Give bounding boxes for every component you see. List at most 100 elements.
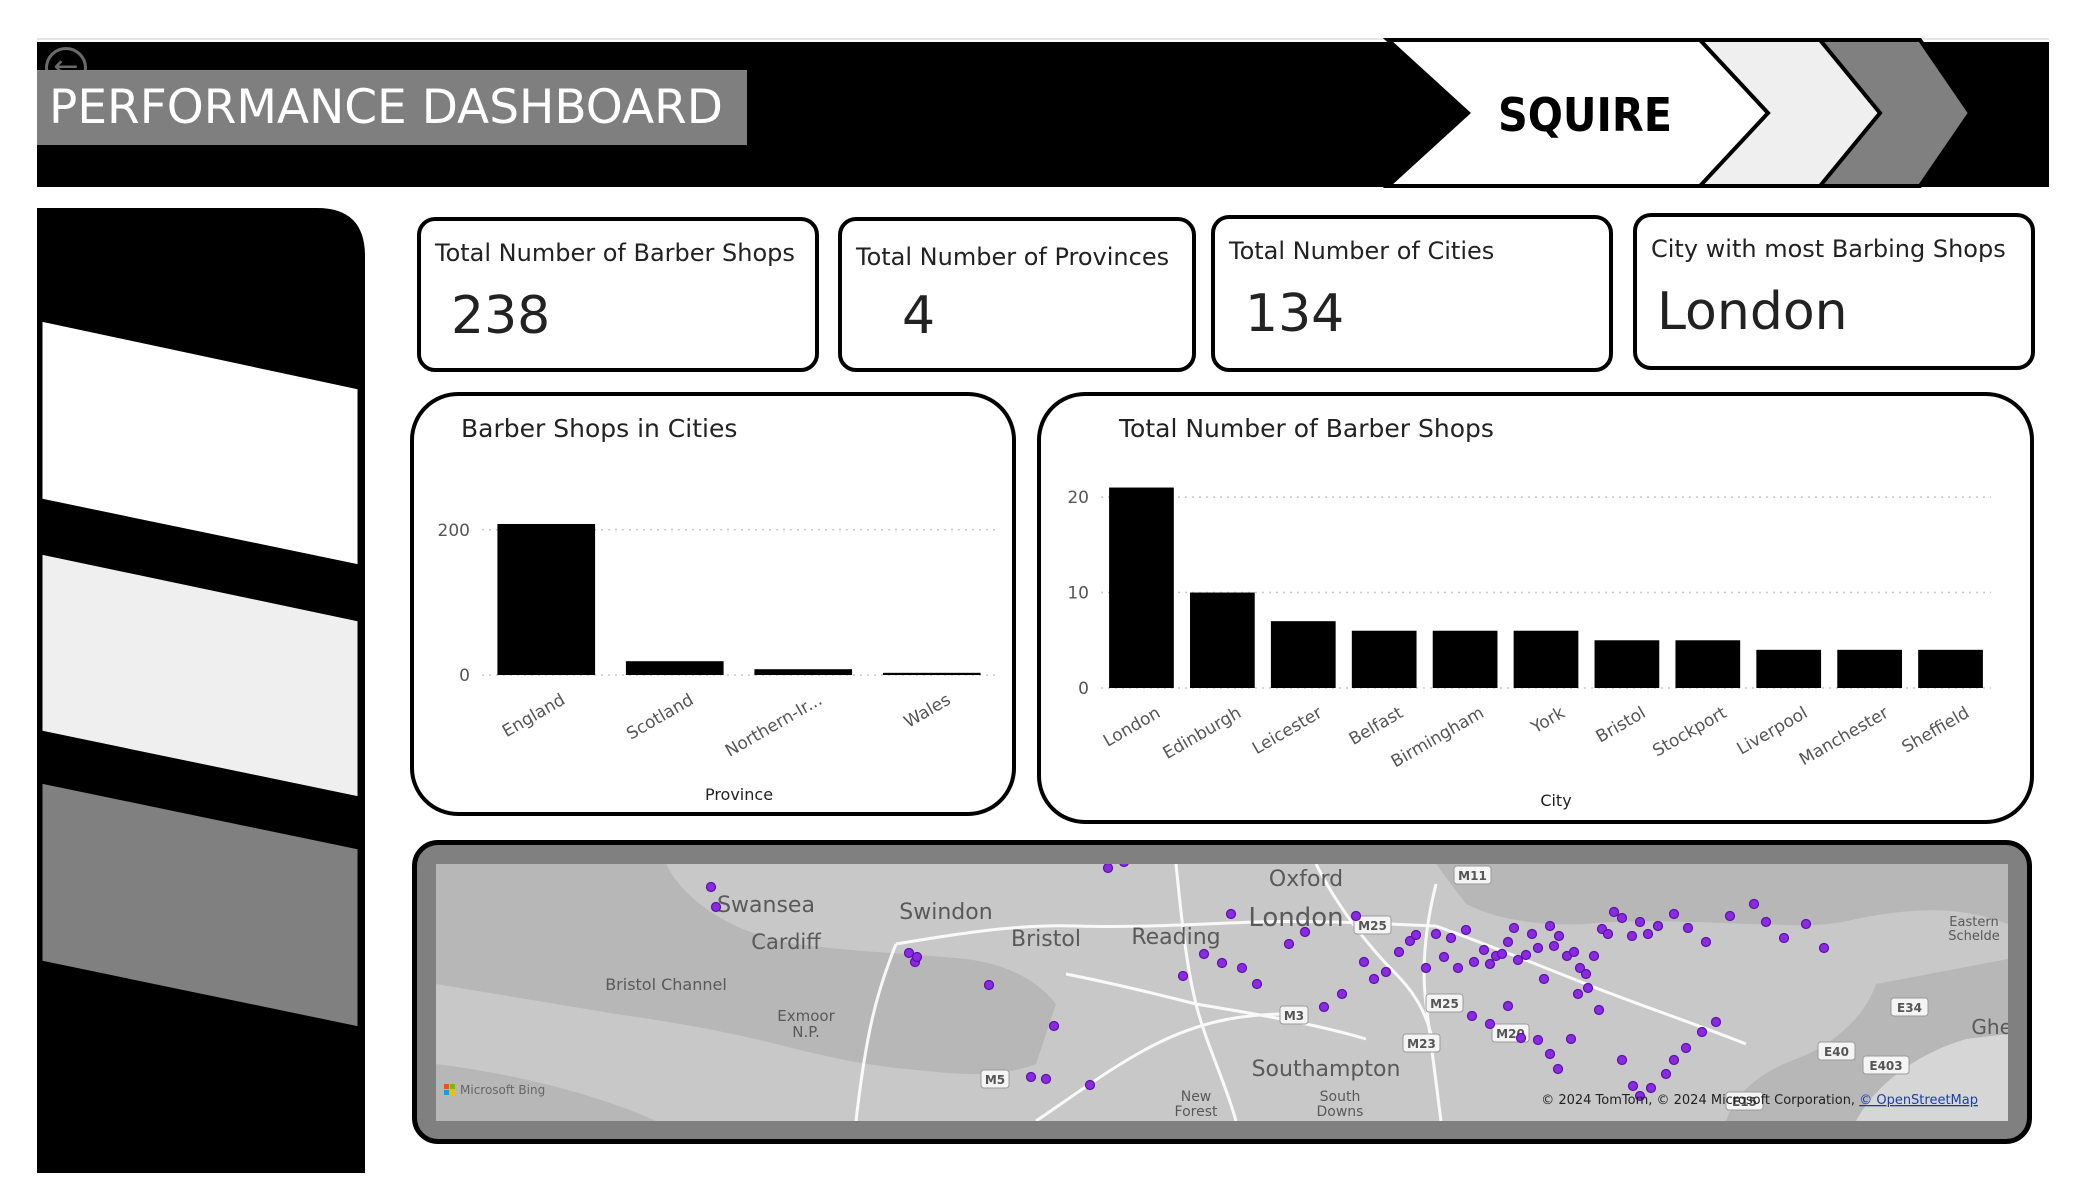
page-title: PERFORMANCE DASHBOARD [37,70,747,145]
bar-wales [882,672,981,675]
barber-shop-marker [1478,944,1490,956]
chevron-white [1382,38,1771,188]
kpi-card-provinces: Total Number of Provinces 4 [838,217,1196,372]
bar-sheffield [1918,649,1983,688]
road-shield [1862,1055,1910,1075]
road-shield [1425,993,1464,1013]
barber-shop-marker [1700,936,1712,948]
barber-shop-marker [1580,968,1592,980]
road-shield-label: E403 [1869,1059,1902,1073]
road-shield-label: E40 [1824,1045,1849,1059]
map-place-label: Bristol [1011,927,1081,952]
barber-shop-marker [1602,928,1614,940]
barber-shop-marker [1572,988,1584,1000]
kpi-value: London [1657,282,1848,342]
barber-shop-marker [1216,957,1228,969]
map-place-label: Ghen [1971,1015,2008,1039]
map-place-label: Swansea [717,893,815,918]
barber-shop-marker [1818,942,1830,954]
road-shield [1725,1091,1764,1111]
barber-shop-marker [1748,898,1760,910]
barber-shop-marker [1627,1080,1639,1092]
barber-shop-marker [1393,946,1405,958]
barber-shop-marker [1652,920,1664,932]
barber-shop-marker [1368,973,1380,985]
barber-shop-marker [1502,936,1514,948]
bar-scotland [625,661,724,675]
barber-shop-marker [1484,1018,1496,1030]
barber-shop-marker [1634,916,1646,928]
bar-stockport [1675,640,1741,688]
barber-shop-marker [1225,908,1237,920]
barber-shop-marker [1445,932,1457,944]
barber-shop-marker [1236,962,1248,974]
barber-shop-marker [1299,926,1311,938]
road-shield-label: M25 [1430,997,1459,1011]
x-axis-label: City [1540,791,1571,810]
barber-shop-marker [710,901,722,913]
barber-shop-marker [1084,1079,1096,1091]
openstreetmap-link[interactable]: © OpenStreetMap [1859,1093,1978,1108]
x-tick-label: Leicester [1249,703,1326,759]
barber-shop-marker [1102,864,1114,874]
bar-belfast [1351,630,1417,688]
barber-shop-marker [1680,1042,1692,1054]
barber-shop-marker [1251,978,1263,990]
chart-title: Barber Shops in Cities [461,414,738,443]
barber-shop-marker [1616,1054,1628,1066]
barber-shop-map[interactable]: Oxford Swansea Swindon London Cardiff Bristol… [436,864,2008,1121]
barber-shop-marker [1177,970,1189,982]
kpi-label: Total Number of Cities [1229,237,1495,265]
barber-shop-marker [1025,1071,1037,1083]
sidebar-nav-slot-2[interactable] [39,551,361,800]
bar-northern-ir- [754,669,853,675]
road-shield-label: E15 [1732,1095,1757,1109]
barber-shop-marker [1468,956,1480,968]
map-place-label: Southampton [1252,1057,1401,1082]
brand-chevrons [1382,38,1973,188]
sidebar-nav-slot-1[interactable] [39,318,361,568]
map-place-label: London [1248,903,1343,933]
kpi-card-cities: Total Number of Cities 134 [1211,215,1613,372]
x-tick-label: Stockport [1649,703,1730,761]
barber-shop-marker [983,979,995,991]
barber-shop-marker [911,951,923,963]
barber-shop-marker [1508,922,1520,934]
kpi-value: 4 [902,286,936,346]
x-tick-label: Manchester [1796,703,1892,770]
province-chart-card: Barber Shops in Cities 0 200 England Scotla… [410,392,1016,816]
barber-shop-marker [1696,1026,1708,1038]
barber-shop-marker [1568,946,1580,958]
barber-shop-marker [1645,1082,1657,1094]
map-attribution: © 2024 TomTom, © 2024 Microsoft Corporat… [1541,1093,1978,1108]
sidebar-panel [37,208,365,1173]
road-shield-label: M23 [1407,1037,1436,1051]
barber-shop-marker [1048,1020,1060,1032]
barber-shop-marker [1800,918,1812,930]
barber-shop-marker [1358,956,1370,968]
map-water-sw [436,1064,656,1121]
barber-shop-marker [1430,928,1442,940]
road-shield [1353,915,1392,935]
bar-england [497,523,596,675]
barber-shop-marker [1484,958,1496,970]
road-shield [1817,1041,1856,1061]
map-place-label: Swindon [899,900,992,925]
y-tick-label: 10 [1067,584,1089,604]
x-tick-label: Sheffield [1899,703,1973,758]
road-shield [1279,1005,1309,1025]
barber-shop-marker [1616,912,1628,924]
sidebar-nav-slot-3[interactable] [39,780,361,1030]
map-water-north-sea [1436,864,2008,926]
barber-shop-marker [1466,1010,1478,1022]
logo-square [444,1090,449,1095]
barber-shop-marker [1119,864,1129,868]
barber-shop-marker [1452,962,1464,974]
map-logo-text: Microsoft Bing [460,1083,545,1097]
barber-shop-marker [1565,1033,1577,1045]
barber-shop-marker [1660,1068,1672,1080]
attribution-text: © 2024 TomTom, © 2024 Microsoft Corporat… [1541,1093,1859,1108]
map-place-label: Bristol Channel [605,975,727,994]
road-shield [1402,1033,1441,1053]
